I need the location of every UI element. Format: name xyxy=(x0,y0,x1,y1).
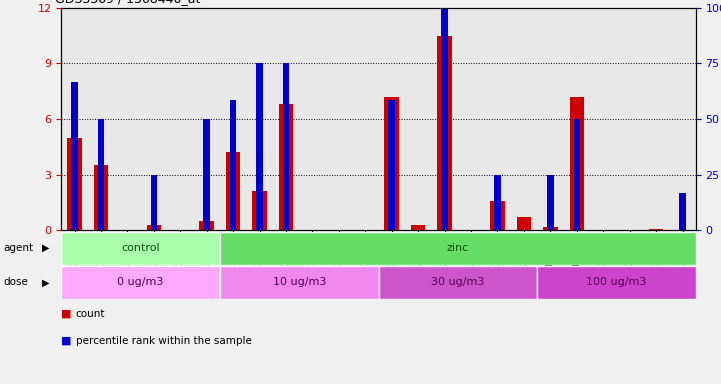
Text: 0 ug/m3: 0 ug/m3 xyxy=(118,277,164,288)
Bar xyxy=(220,266,379,299)
Text: agent: agent xyxy=(4,243,34,253)
Bar xyxy=(543,227,557,230)
Bar xyxy=(379,266,537,299)
Bar xyxy=(203,119,210,230)
Bar xyxy=(226,152,240,230)
Text: dose: dose xyxy=(4,277,29,288)
Bar xyxy=(151,175,157,230)
Bar xyxy=(220,232,696,265)
Bar xyxy=(441,8,448,230)
Text: zinc: zinc xyxy=(447,243,469,253)
Bar xyxy=(494,175,501,230)
Bar xyxy=(537,266,696,299)
Bar xyxy=(67,137,81,230)
Bar xyxy=(71,82,78,230)
Text: ■: ■ xyxy=(61,336,72,346)
Text: control: control xyxy=(121,243,160,253)
Bar xyxy=(517,217,531,230)
Bar xyxy=(146,225,161,230)
Bar xyxy=(279,104,293,230)
Bar xyxy=(389,101,395,230)
Text: 100 ug/m3: 100 ug/m3 xyxy=(586,277,647,288)
Bar xyxy=(256,63,263,230)
Bar xyxy=(94,166,108,230)
Bar xyxy=(438,36,452,230)
Bar xyxy=(490,201,505,230)
Bar xyxy=(573,119,580,230)
Bar xyxy=(679,193,686,230)
Text: percentile rank within the sample: percentile rank within the sample xyxy=(76,336,252,346)
Bar xyxy=(97,119,105,230)
Bar xyxy=(230,101,236,230)
Bar xyxy=(547,175,554,230)
Text: ■: ■ xyxy=(61,309,72,319)
Text: ▶: ▶ xyxy=(42,243,49,253)
Bar xyxy=(252,191,267,230)
Bar xyxy=(61,266,220,299)
Bar xyxy=(411,225,425,230)
Text: 30 ug/m3: 30 ug/m3 xyxy=(431,277,485,288)
Text: count: count xyxy=(76,309,105,319)
Bar xyxy=(283,63,289,230)
Bar xyxy=(384,97,399,230)
Text: GDS3369 / 1368440_at: GDS3369 / 1368440_at xyxy=(55,0,200,5)
Bar xyxy=(200,221,214,230)
Bar xyxy=(570,97,584,230)
Text: ▶: ▶ xyxy=(42,277,49,288)
Text: 10 ug/m3: 10 ug/m3 xyxy=(273,277,326,288)
Bar xyxy=(61,232,220,265)
